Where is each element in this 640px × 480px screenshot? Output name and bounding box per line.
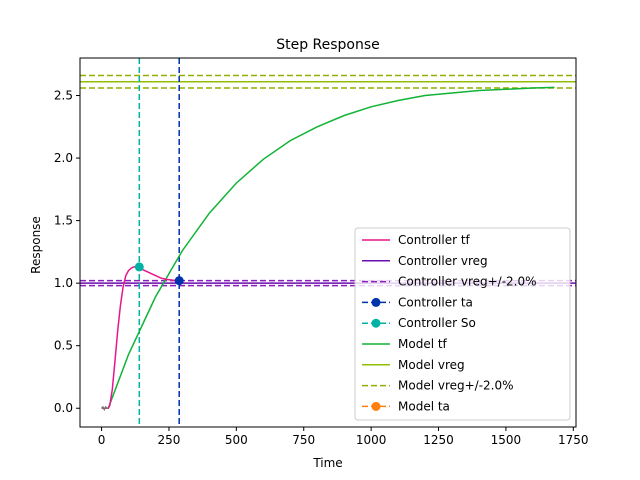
- x-tick-label: 250: [158, 433, 181, 447]
- controller-tf-line: [101, 266, 180, 409]
- legend-label: Model vreg+/-2.0%: [398, 379, 514, 393]
- legend-swatch-marker: [371, 318, 381, 328]
- legend-swatch-marker: [371, 297, 381, 307]
- y-tick-label: 1.0: [54, 276, 73, 290]
- y-tick-label: 2.5: [54, 89, 73, 103]
- legend-label: Controller vreg: [398, 254, 488, 268]
- series-layer: [80, 58, 576, 427]
- x-tick-label: 0: [98, 433, 106, 447]
- input-trace-line: [101, 405, 109, 412]
- y-axis-label: Response: [29, 216, 43, 274]
- x-tick-label: 750: [292, 433, 315, 447]
- x-axis-label: Time: [312, 456, 342, 470]
- y-tick-label: 0.5: [54, 339, 73, 353]
- legend: Controller tf Controller vreg Controller v…: [354, 227, 571, 421]
- legend-box: [354, 227, 571, 421]
- legend-label: Controller So: [398, 316, 476, 330]
- model-tf-line: [107, 86, 555, 409]
- x-axis-ticks: 0 250 500 750 1000 1250 1500 1750: [98, 427, 589, 447]
- plot-frame: [79, 57, 577, 428]
- x-tick-label: 1500: [491, 433, 522, 447]
- legend-swatch-marker: [371, 401, 381, 411]
- legend-label: Model vreg: [398, 358, 465, 372]
- x-tick-label: 1000: [356, 433, 387, 447]
- controller-ta-point: [174, 276, 184, 286]
- legend-label: Controller tf: [398, 233, 471, 247]
- y-axis-ticks: 0.0 0.5 1.0 1.5 2.0 2.5: [54, 89, 80, 415]
- y-tick-label: 2.0: [54, 151, 73, 165]
- y-tick-label: 0.0: [54, 401, 73, 415]
- chart-title: Step Response: [276, 37, 380, 53]
- legend-label: Controller ta: [398, 295, 473, 309]
- x-tick-label: 500: [225, 433, 248, 447]
- legend-label: Controller vreg+/-2.0%: [398, 275, 537, 289]
- controller-so-point: [134, 262, 144, 272]
- legend-label: Model ta: [398, 399, 450, 413]
- x-tick-label: 1750: [558, 433, 589, 447]
- x-tick-label: 1250: [423, 433, 454, 447]
- y-tick-label: 1.5: [54, 214, 73, 228]
- legend-label: Model tf: [398, 337, 448, 351]
